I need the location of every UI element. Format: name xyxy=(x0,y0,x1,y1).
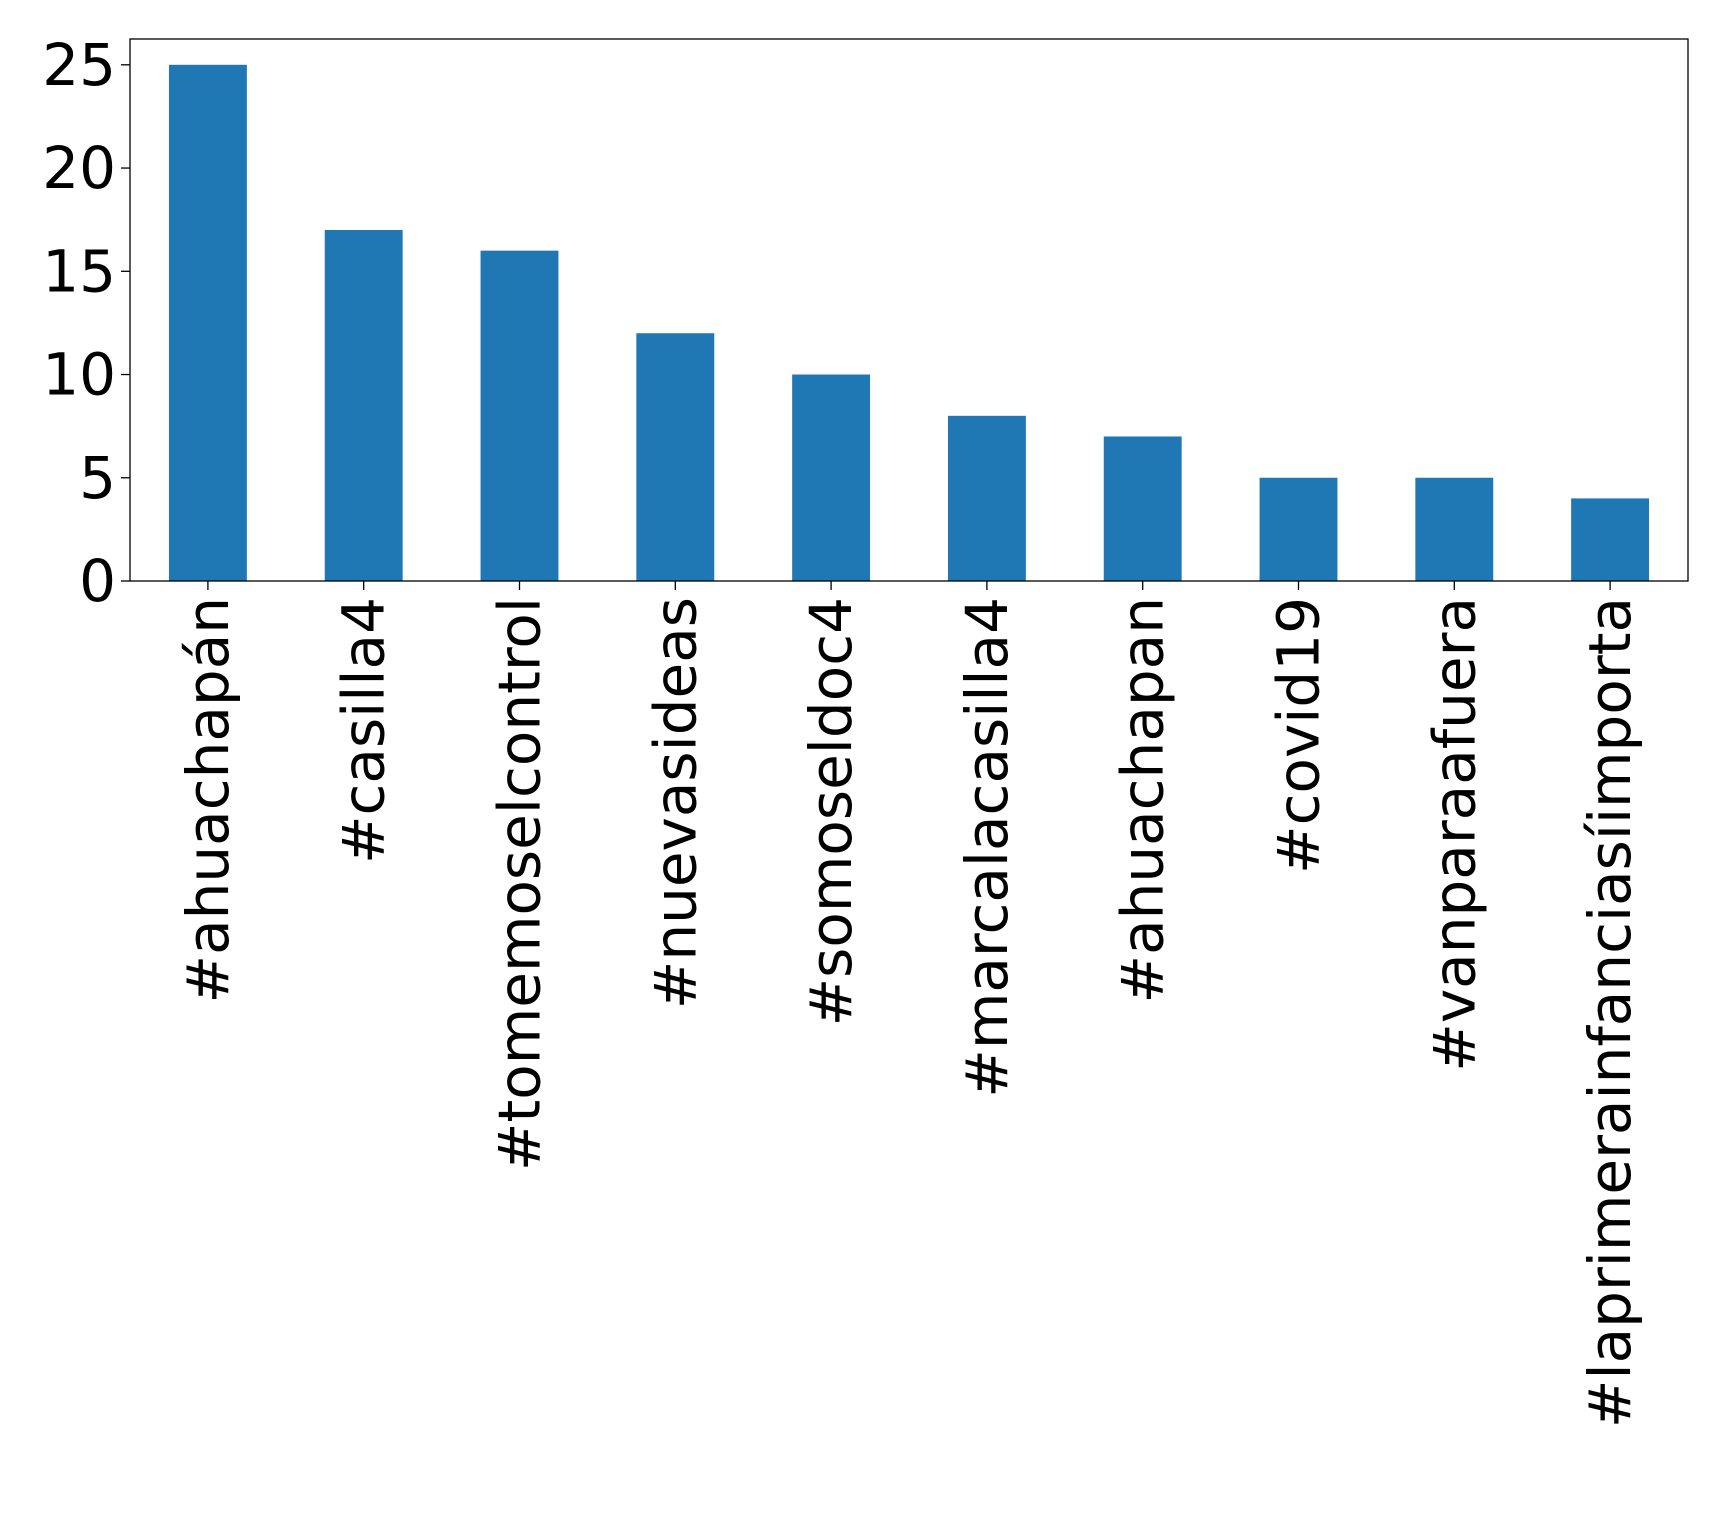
bar-2 xyxy=(480,250,559,581)
x-tick-label: #nuevasideas xyxy=(641,597,709,1009)
y-tick-label: 10 xyxy=(42,341,116,409)
x-tick-label: #casilla4 xyxy=(330,597,398,864)
plot-frame xyxy=(129,38,1689,582)
bars-layer xyxy=(168,64,1650,582)
y-axis: 0 5 10 15 20 25 xyxy=(42,31,130,615)
x-tick-label: #somoseldoc4 xyxy=(797,597,865,1026)
x-tick-label: #marcalacasilla4 xyxy=(953,597,1021,1098)
x-tick-label: #laprimerainfanciasíimporta xyxy=(1576,597,1644,1428)
bar-8 xyxy=(1415,477,1494,581)
bar-6 xyxy=(1103,436,1182,581)
x-tick-label: #ahuachapan xyxy=(1109,597,1177,1004)
y-tick-label: 15 xyxy=(42,237,116,305)
y-tick-label: 25 xyxy=(42,31,116,99)
bar-4 xyxy=(792,374,871,581)
bar-7 xyxy=(1259,477,1338,581)
x-tick-label: #ahuachapán xyxy=(174,597,242,1004)
y-tick-label: 5 xyxy=(79,444,116,512)
x-tick-label: #vanparaafuera xyxy=(1420,597,1488,1072)
bar-5 xyxy=(947,415,1026,581)
y-tick-label: 0 xyxy=(79,547,116,615)
bar-3 xyxy=(636,333,715,581)
bar-0 xyxy=(168,64,247,582)
y-tick-label: 20 xyxy=(42,134,116,202)
x-tick-label: #tomemoselcontrol xyxy=(486,597,554,1171)
x-tick-label: #covid19 xyxy=(1265,597,1333,874)
bar-1 xyxy=(324,229,403,581)
x-axis: #ahuachapán #casilla4 #tomemoselcontrol #nu… xyxy=(174,581,1644,1428)
bar-9 xyxy=(1571,498,1650,581)
